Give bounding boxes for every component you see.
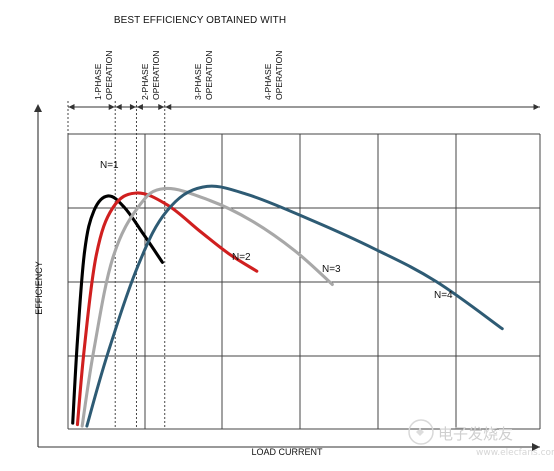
phase-label-line2: OPERATION bbox=[274, 51, 284, 100]
series-line-n-4 bbox=[85, 184, 504, 428]
watermark-mark-icon bbox=[416, 428, 424, 436]
phase-label-line1: 1-PHASE bbox=[93, 63, 103, 100]
watermark-logo-icon bbox=[408, 419, 434, 445]
watermark-text: 电子发烧友 bbox=[438, 425, 513, 443]
chart-title: BEST EFFICIENCY OBTAINED WITH bbox=[114, 15, 286, 26]
phase-label-line1: 4-PHASE bbox=[263, 63, 273, 100]
phase-arrow-left-icon bbox=[115, 104, 122, 110]
x-axis-label: LOAD CURRENT bbox=[251, 447, 323, 457]
phase-arrow-right-icon bbox=[108, 104, 115, 110]
series-label: N=3 bbox=[322, 264, 341, 275]
series-line-n-1 bbox=[71, 194, 164, 425]
phase-arrow-left-icon bbox=[165, 104, 172, 110]
phase-label-line1: 3-PHASE bbox=[193, 63, 203, 100]
phase-label-line1: 2-PHASE bbox=[140, 63, 150, 100]
series-label: N=4 bbox=[434, 290, 453, 301]
y-axis-label: EFFICIENCY bbox=[34, 261, 44, 315]
chart-axes bbox=[34, 104, 540, 451]
phase-label-line2: OPERATION bbox=[104, 51, 114, 100]
phase-arrow-right-icon bbox=[533, 104, 540, 110]
series-line-n-2 bbox=[75, 191, 259, 427]
phase-arrow-right-icon bbox=[158, 104, 165, 110]
phase-label-line2: OPERATION bbox=[151, 51, 161, 100]
phase-arrow-right-icon bbox=[129, 104, 136, 110]
series-label: N=2 bbox=[232, 252, 251, 263]
series-label: N=1 bbox=[100, 160, 119, 171]
series-line-n-3 bbox=[80, 186, 334, 428]
chart-grid bbox=[67, 133, 541, 430]
phase-label-line2: OPERATION bbox=[204, 51, 214, 100]
phase-arrow-left-icon bbox=[136, 104, 143, 110]
watermark: 电子发烧友 www.elecfans.com bbox=[408, 419, 554, 458]
phase-arrow-left-icon bbox=[68, 104, 75, 110]
y-axis-arrow-icon bbox=[34, 104, 42, 112]
chart-series bbox=[71, 184, 504, 428]
chart-labels: N=1 N=2 N=3 N=4 bbox=[100, 160, 453, 301]
watermark-subtext: www.elecfans.com bbox=[476, 448, 554, 458]
x-axis-arrow-icon bbox=[532, 443, 540, 451]
